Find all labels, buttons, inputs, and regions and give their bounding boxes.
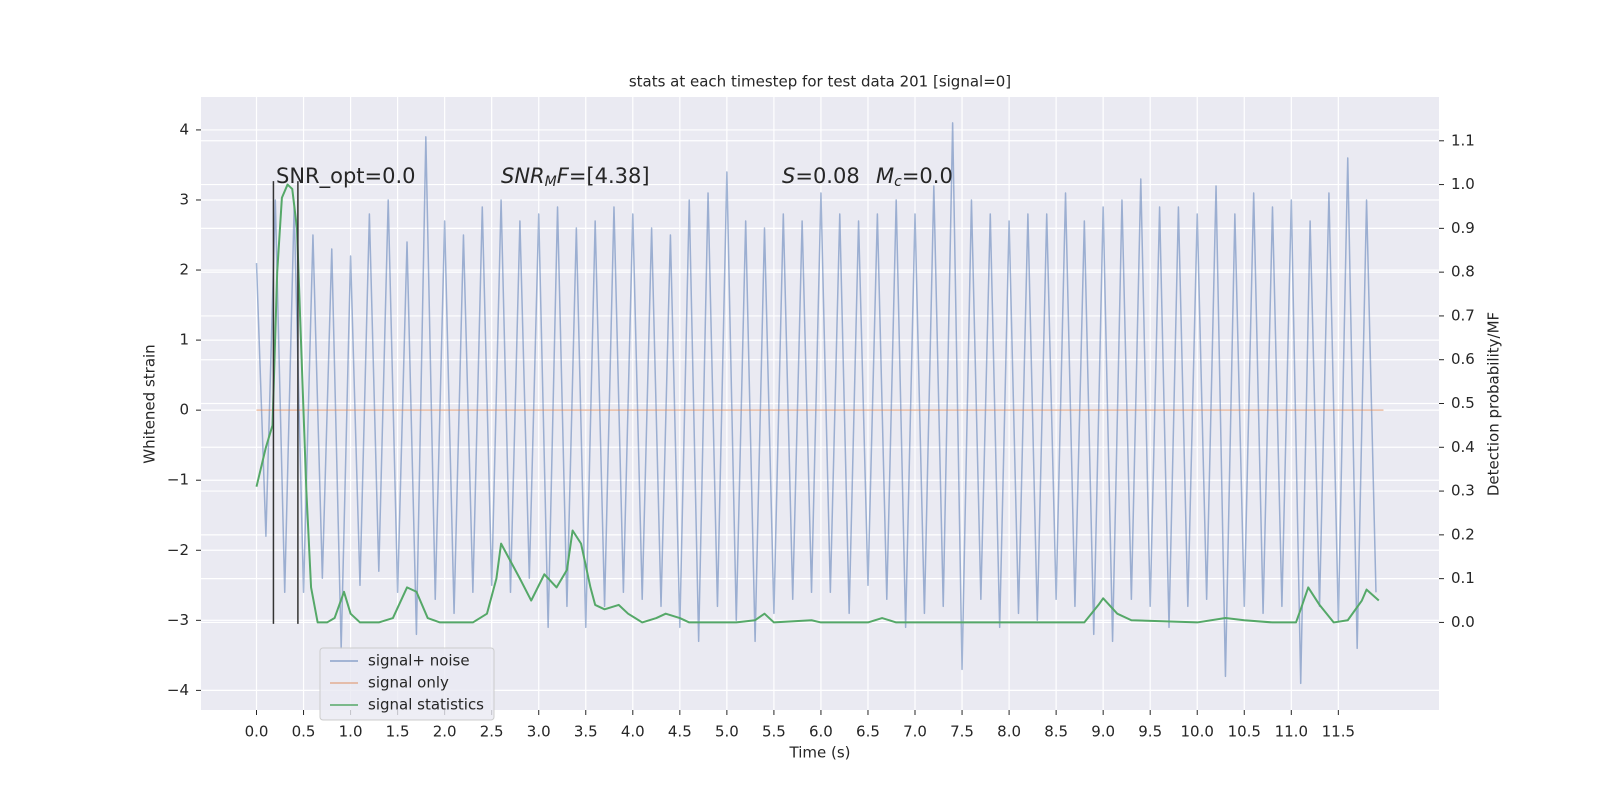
y-tick-label: −4 [167, 681, 189, 699]
y2-tick-label: 0.9 [1451, 219, 1475, 237]
x-tick-label: 8.0 [997, 723, 1021, 741]
annotation-text: M [876, 164, 894, 188]
annotation: SNR_opt=0.0 [276, 164, 416, 189]
y2-tick-label: 0.8 [1451, 263, 1475, 281]
legend-label: signal statistics [368, 696, 484, 714]
x-tick-label: 1.5 [386, 723, 410, 741]
x-tick-label: 1.0 [339, 723, 363, 741]
y-tick-label: 1 [179, 331, 189, 349]
y2-tick-label: 0.1 [1451, 569, 1475, 587]
x-tick-label: 2.5 [480, 723, 504, 741]
x-tick-label: 7.0 [903, 723, 927, 741]
y-tick-label: 2 [179, 261, 189, 279]
x-tick-label: 11.0 [1275, 723, 1308, 741]
y-tick-label: 0 [179, 401, 189, 419]
annotation-text: =[4.38] [569, 164, 650, 188]
x-tick-label: 5.0 [715, 723, 739, 741]
y-tick-label: 3 [179, 190, 189, 208]
y-tick-label: −3 [167, 611, 189, 629]
annotation: S=0.08 [782, 164, 860, 188]
y2-tick-label: 1.1 [1451, 131, 1475, 149]
annotation-subscript: c [894, 174, 902, 190]
y2-tick-label: 0.0 [1451, 613, 1475, 631]
x-tick-label: 2.0 [433, 723, 457, 741]
x-tick-label: 6.0 [809, 723, 833, 741]
x-axis-label: Time (s) [789, 744, 851, 762]
annotation: SNRMF=[4.38] [501, 164, 650, 190]
x-tick-label: 11.5 [1322, 723, 1355, 741]
annotation-text: =0.08 [795, 164, 859, 188]
annotation: Mc=0.0 [876, 164, 953, 190]
x-tick-label: 9.5 [1138, 723, 1162, 741]
x-tick-label: 7.5 [950, 723, 974, 741]
y2-tick-label: 0.4 [1451, 438, 1475, 456]
x-tick-label: 8.5 [1044, 723, 1068, 741]
series-line [255, 122, 1377, 685]
legend: signal+ noise signal only signal statistic… [319, 647, 495, 721]
y-tick-label: −1 [167, 471, 189, 489]
y2-tick-label: 0.5 [1451, 394, 1475, 412]
x-tick-label: 0.0 [245, 723, 269, 741]
x-tick-label: 0.5 [292, 723, 316, 741]
annotation-text: F [557, 164, 570, 188]
annotation-text: =0.0 [902, 164, 953, 188]
annotation-text: SNR_opt=0.0 [276, 164, 416, 189]
annotation-text: SNR [501, 164, 545, 188]
x-tick-label: 9.0 [1091, 723, 1115, 741]
annotation-text: S [782, 164, 795, 188]
marks [255, 122, 1384, 685]
chart-title: stats at each timestep for test data 201… [629, 73, 1011, 91]
x-tick-label: 10.0 [1181, 723, 1214, 741]
x-tick-label: 4.5 [668, 723, 692, 741]
y2-tick-label: 0.6 [1451, 350, 1475, 368]
legend-label: signal only [368, 674, 449, 692]
x-tick-label: 10.5 [1228, 723, 1261, 741]
x-tick-label: 5.5 [762, 723, 786, 741]
series-line [255, 183, 1380, 624]
legend-box [319, 647, 495, 721]
annotation-subscript: M [545, 174, 557, 190]
y2-axis-label: Detection probability/MF [1485, 312, 1503, 496]
y2-tick-label: 1.0 [1451, 175, 1475, 193]
y2-tick-label: 0.2 [1451, 525, 1475, 543]
x-tick-label: 3.0 [527, 723, 551, 741]
x-tick-label: 6.5 [856, 723, 880, 741]
y-axis-label: Whitened strain [141, 344, 159, 463]
legend-label: signal+ noise [368, 652, 470, 670]
y2-tick-label: 0.7 [1451, 306, 1475, 324]
x-tick-label: 3.5 [574, 723, 598, 741]
x-tick-label: 4.0 [621, 723, 645, 741]
y2-tick-label: 0.3 [1451, 482, 1475, 500]
y-tick-label: 4 [179, 120, 189, 138]
y-tick-label: −2 [167, 541, 189, 559]
